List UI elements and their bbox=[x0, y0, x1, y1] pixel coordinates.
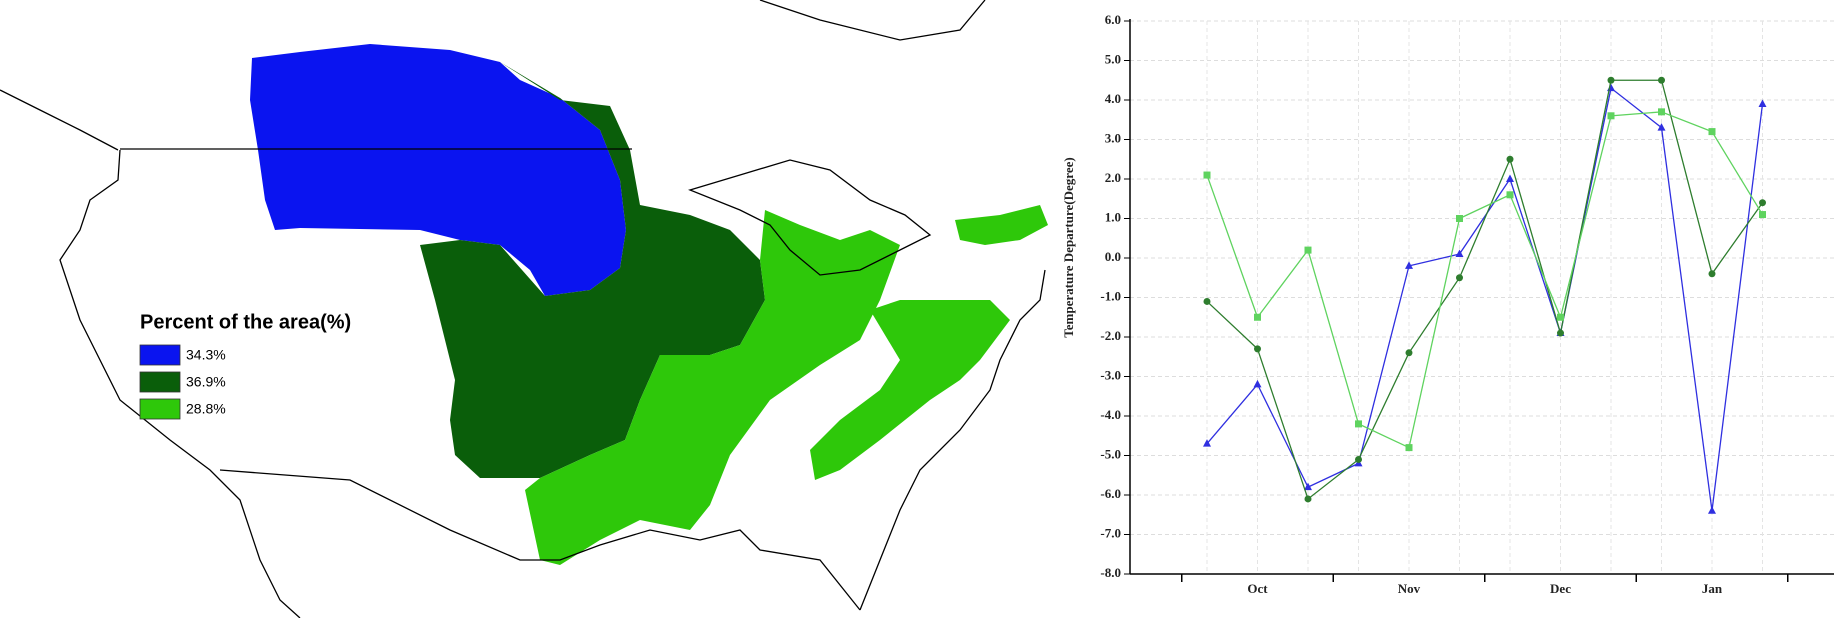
marker bbox=[1405, 444, 1413, 452]
marker bbox=[1203, 297, 1211, 305]
y-tick-label: 6.0 bbox=[1105, 12, 1121, 27]
marker bbox=[1607, 83, 1615, 92]
series-line bbox=[1206, 111, 1764, 449]
light-green-region bbox=[525, 205, 1048, 565]
marker bbox=[1658, 76, 1665, 84]
y-tick-label: 1.0 bbox=[1105, 209, 1121, 224]
marker bbox=[1708, 128, 1716, 136]
marker bbox=[1456, 215, 1463, 222]
y-tick-label: 5.0 bbox=[1105, 51, 1121, 66]
map bbox=[0, 0, 1048, 618]
legend: 34.3% 36.9% 28.8% bbox=[139, 344, 226, 420]
marker bbox=[1758, 99, 1767, 107]
coastline bbox=[859, 269, 1046, 611]
legend-swatch bbox=[139, 371, 181, 393]
marker bbox=[1254, 345, 1261, 353]
border bbox=[219, 469, 861, 611]
marker bbox=[1557, 329, 1564, 337]
marker bbox=[1708, 506, 1716, 514]
marker bbox=[1658, 108, 1665, 116]
marker bbox=[1355, 455, 1362, 463]
marker bbox=[1254, 313, 1261, 321]
marker bbox=[1304, 495, 1312, 503]
marker bbox=[1456, 274, 1463, 282]
marker bbox=[1759, 211, 1766, 219]
legend-swatch bbox=[139, 398, 181, 420]
coastline bbox=[0, 89, 119, 151]
y-tick-label: -3.0 bbox=[1100, 367, 1121, 382]
y-tick-label: -8.0 bbox=[1100, 565, 1121, 580]
y-tick-label: 2.0 bbox=[1105, 170, 1121, 185]
y-tick-label: 0.0 bbox=[1105, 249, 1121, 264]
legend-swatch bbox=[139, 344, 181, 366]
legend-label: 28.8% bbox=[186, 401, 226, 417]
x-tick-label: Jan bbox=[1702, 581, 1723, 596]
series-line bbox=[1206, 86, 1764, 511]
x-tick-label: Dec bbox=[1550, 581, 1571, 596]
y-tick-label: -7.0 bbox=[1100, 525, 1121, 540]
x-tick-label: Oct bbox=[1247, 581, 1268, 596]
chart: -8.0 -7.0 -6.0 -5.0 -4.0 -3.0 -2.0 -1.0 0.0 1.0 2.… bbox=[1061, 12, 1834, 596]
marker bbox=[1607, 76, 1615, 84]
marker bbox=[1304, 246, 1312, 254]
coastline bbox=[59, 149, 301, 618]
marker bbox=[1557, 313, 1564, 321]
marker bbox=[1253, 379, 1262, 388]
legend-label: 36.9% bbox=[186, 374, 226, 390]
marker bbox=[1355, 420, 1362, 428]
marker bbox=[1405, 261, 1413, 269]
blue-region bbox=[250, 44, 626, 296]
legend-label: 34.3% bbox=[186, 347, 226, 363]
dark-green-region bbox=[420, 62, 765, 478]
lakes bbox=[688, 159, 932, 276]
y-tick-label: 3.0 bbox=[1105, 130, 1121, 145]
y-tick-label: -2.0 bbox=[1100, 328, 1121, 343]
y-tick-label: -4.0 bbox=[1100, 407, 1121, 422]
y-tick-label: -5.0 bbox=[1100, 446, 1121, 461]
marker bbox=[1759, 199, 1766, 207]
series-line bbox=[1206, 79, 1764, 501]
marker bbox=[1506, 191, 1514, 199]
y-axis-label: Temperature Departure(Degree) bbox=[1061, 157, 1076, 337]
marker bbox=[1455, 249, 1464, 258]
marker bbox=[1203, 439, 1211, 447]
y-tick-label: 4.0 bbox=[1105, 91, 1121, 106]
marker bbox=[1708, 270, 1716, 278]
y-tick-label: -1.0 bbox=[1100, 288, 1121, 303]
marker bbox=[1506, 155, 1514, 163]
marker bbox=[1304, 482, 1312, 491]
marker bbox=[1607, 112, 1615, 120]
marker bbox=[1203, 171, 1211, 179]
marker bbox=[1506, 174, 1514, 182]
x-tick-label: Nov bbox=[1398, 581, 1421, 596]
coastline bbox=[759, 0, 986, 41]
marker bbox=[1405, 349, 1413, 357]
legend-title: Percent of the area(%) bbox=[140, 311, 351, 333]
marker bbox=[1657, 123, 1666, 131]
y-tick-label: -6.0 bbox=[1100, 486, 1121, 501]
